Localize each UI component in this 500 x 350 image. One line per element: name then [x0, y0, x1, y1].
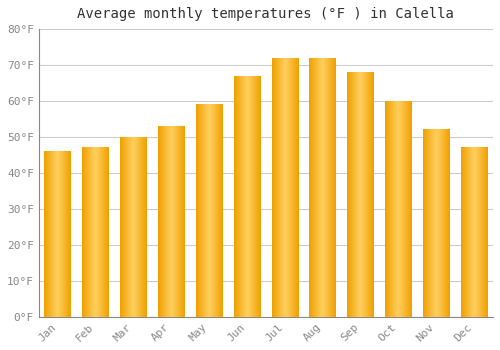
Title: Average monthly temperatures (°F ) in Calella: Average monthly temperatures (°F ) in Ca…	[78, 7, 454, 21]
